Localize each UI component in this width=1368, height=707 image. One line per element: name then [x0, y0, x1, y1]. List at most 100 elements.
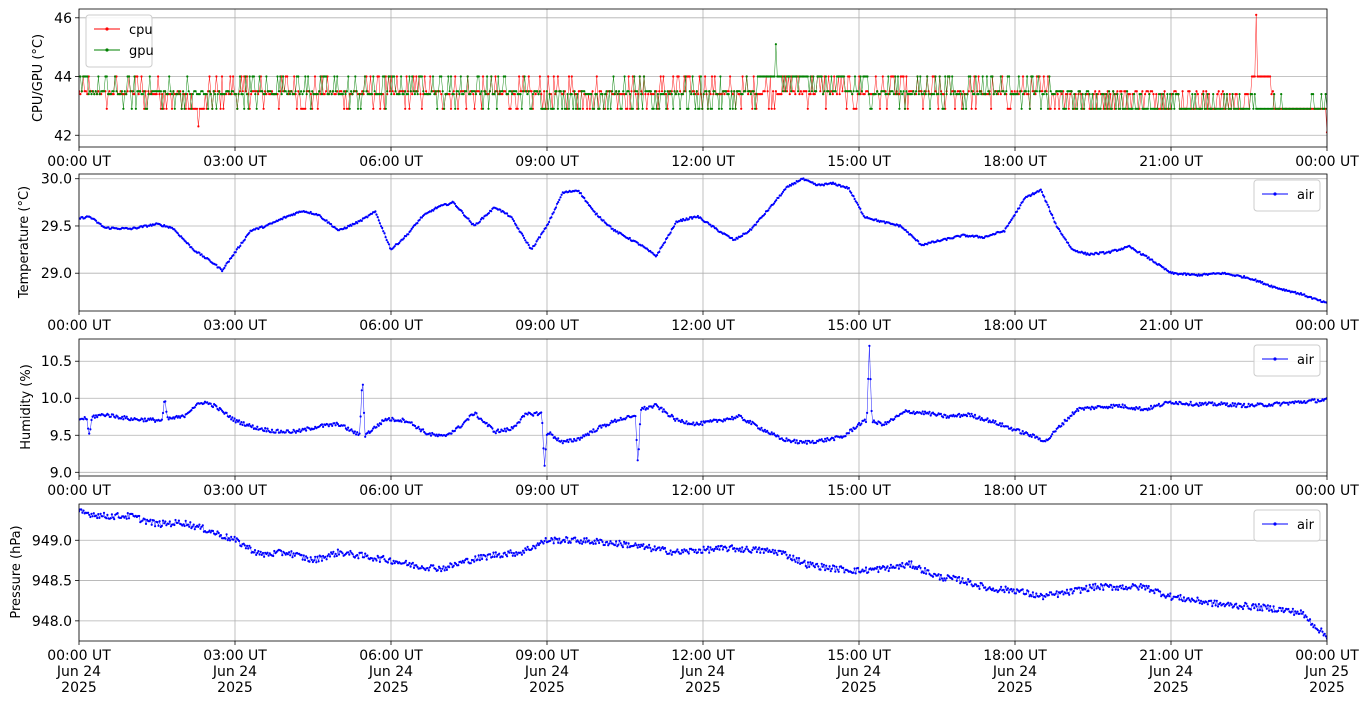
data-point	[209, 93, 212, 96]
data-point	[984, 93, 987, 96]
data-point	[440, 93, 443, 96]
x-tick-label: 12:00 UT	[671, 154, 735, 170]
y-tick-label: 9.5	[50, 428, 72, 444]
data-point	[377, 424, 380, 427]
data-point	[298, 93, 301, 96]
data-point	[333, 422, 336, 425]
data-point	[595, 429, 598, 432]
data-point	[799, 90, 803, 93]
data-point	[172, 90, 175, 93]
data-point	[602, 219, 605, 222]
data-point	[774, 90, 778, 93]
data-point	[1135, 90, 1138, 93]
data-point	[702, 93, 705, 96]
data-point	[854, 572, 857, 575]
data-point	[565, 107, 568, 110]
data-point	[894, 566, 897, 569]
data-point	[880, 566, 884, 569]
data-point	[962, 90, 965, 93]
data-point	[1139, 93, 1143, 96]
data-point	[1154, 261, 1157, 264]
data-point	[556, 107, 560, 110]
x-tick-label: 00:00 UT	[1295, 154, 1359, 170]
data-point	[473, 413, 476, 416]
data-point	[548, 432, 551, 435]
data-point	[552, 75, 555, 78]
data-point	[263, 555, 266, 558]
data-point	[727, 90, 730, 93]
data-point	[218, 90, 221, 93]
data-point	[1076, 407, 1079, 411]
data-point	[1239, 402, 1242, 406]
data-point	[1030, 435, 1033, 438]
data-point	[226, 539, 229, 542]
data-point	[1042, 75, 1045, 78]
data-point	[1058, 107, 1061, 110]
data-point	[926, 243, 929, 246]
data-point	[596, 427, 600, 430]
data-point	[390, 93, 393, 96]
data-point	[242, 421, 245, 424]
data-point	[1171, 93, 1174, 96]
data-point	[854, 427, 857, 430]
data-point	[112, 516, 115, 519]
data-point	[440, 570, 443, 573]
data-point	[535, 544, 538, 547]
x-tick-label-line: 12:00 UT	[671, 318, 735, 334]
data-point	[139, 90, 142, 93]
data-point	[666, 236, 669, 239]
data-point	[762, 551, 765, 555]
data-point	[772, 552, 776, 555]
data-point	[937, 573, 940, 576]
data-point	[986, 417, 989, 420]
data-point	[609, 107, 612, 110]
series-points-air	[79, 177, 1327, 304]
data-point	[767, 107, 771, 110]
data-point	[1103, 107, 1106, 110]
data-point	[990, 421, 994, 424]
data-point	[796, 561, 799, 564]
data-point	[784, 90, 787, 93]
data-point	[461, 559, 464, 563]
data-point	[354, 75, 357, 78]
data-point	[298, 428, 301, 431]
data-point	[518, 75, 521, 78]
data-point	[383, 558, 386, 561]
data-point	[591, 431, 594, 434]
data-point	[177, 519, 180, 522]
data-point	[963, 93, 966, 96]
data-point	[977, 93, 980, 96]
data-point	[498, 552, 501, 555]
data-point	[951, 75, 954, 78]
data-point	[84, 90, 87, 93]
data-point	[878, 107, 882, 110]
data-point	[370, 429, 374, 432]
data-point	[617, 543, 620, 546]
data-point	[459, 75, 462, 78]
data-point	[98, 516, 101, 520]
data-point	[255, 553, 258, 557]
data-point	[940, 577, 944, 580]
data-point	[502, 429, 505, 433]
data-point	[794, 560, 797, 563]
data-point	[272, 554, 275, 558]
x-tick-label: 09:00 UT	[515, 154, 579, 170]
data-point	[860, 422, 863, 425]
data-point	[990, 589, 994, 592]
data-point	[1280, 93, 1283, 96]
data-point	[1261, 280, 1264, 284]
data-point	[356, 431, 359, 434]
data-point	[301, 93, 304, 96]
data-point	[215, 532, 218, 536]
data-point	[833, 75, 836, 78]
data-point	[640, 93, 643, 96]
x-tick-label: 03:00 UT	[203, 318, 267, 334]
data-point	[940, 93, 943, 96]
data-point	[215, 107, 218, 110]
data-point	[1088, 406, 1091, 409]
series-gpu	[79, 43, 1327, 110]
data-point	[467, 418, 470, 421]
data-point	[675, 550, 678, 553]
data-point	[546, 223, 550, 226]
